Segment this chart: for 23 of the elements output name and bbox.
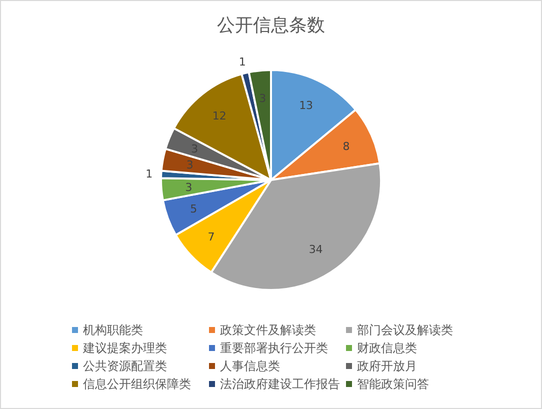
- legend-label: 智能政策问答: [357, 377, 429, 392]
- legend-label: 公共资源配置类: [83, 359, 167, 374]
- legend-label: 财政信息类: [357, 341, 417, 356]
- legend-label: 法治政府建设工作报告: [220, 377, 340, 392]
- legend-label: 机构职能类: [83, 323, 143, 338]
- data-label: 13: [299, 99, 314, 112]
- data-label: 8: [342, 140, 350, 154]
- legend-label: 信息公开组织保障类: [83, 377, 191, 392]
- data-label: 1: [146, 168, 153, 181]
- data-label: 12: [212, 109, 226, 122]
- data-label: 1: [238, 55, 246, 68]
- legend-label: 重要部署执行公开类: [220, 341, 328, 356]
- legend-label: 人事信息类: [220, 359, 280, 374]
- legend-label: 政策文件及解读类: [220, 323, 316, 338]
- data-label: 7: [208, 230, 215, 244]
- chart-title: 公开信息条数: [217, 15, 325, 36]
- legend-label: 建议提案办理类: [82, 341, 167, 356]
- data-label: 5: [190, 202, 198, 216]
- legend-label: 政府开放月: [357, 359, 417, 374]
- data-label: 3: [185, 180, 192, 194]
- legend-label: 部门会议及解读类: [357, 323, 453, 338]
- data-label: 3: [186, 158, 194, 172]
- data-label: 34: [308, 243, 323, 256]
